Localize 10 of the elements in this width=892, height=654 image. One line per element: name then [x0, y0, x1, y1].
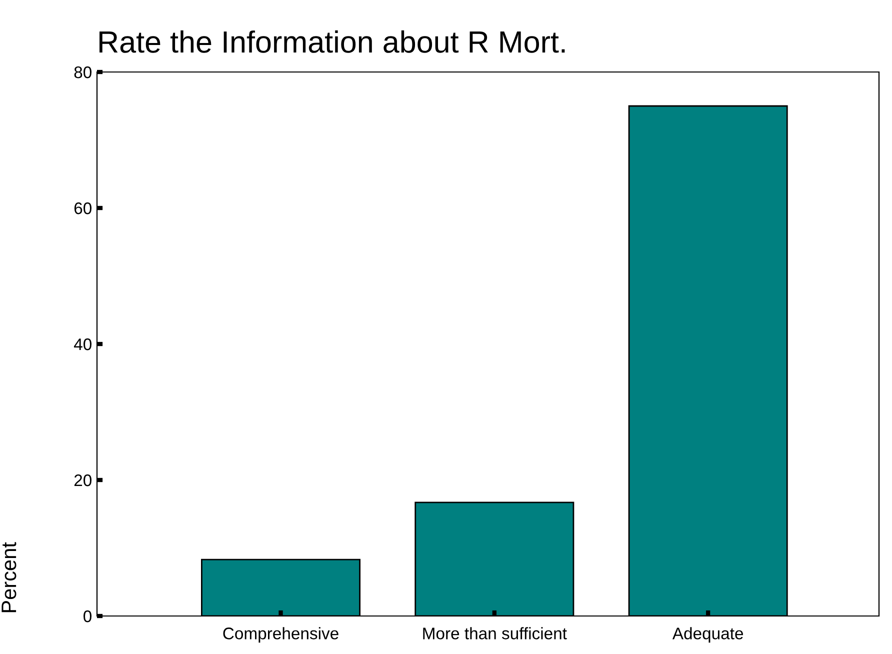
x-tick-label: Comprehensive [223, 627, 338, 643]
y-axis-title: Percent [2, 542, 16, 612]
y-tick-label: 80 [74, 66, 92, 78]
y-tick-label: 20 [74, 474, 92, 486]
chart-title: Rate the Information about R Mort. [100, 30, 565, 53]
y-tick-label: 40 [74, 338, 92, 350]
y-tick-label: 0 [84, 610, 92, 622]
y-tick-label: 60 [74, 202, 92, 214]
x-tick-label: Adequate [672, 627, 744, 643]
x-tick-label: More than sufficient [423, 627, 567, 640]
